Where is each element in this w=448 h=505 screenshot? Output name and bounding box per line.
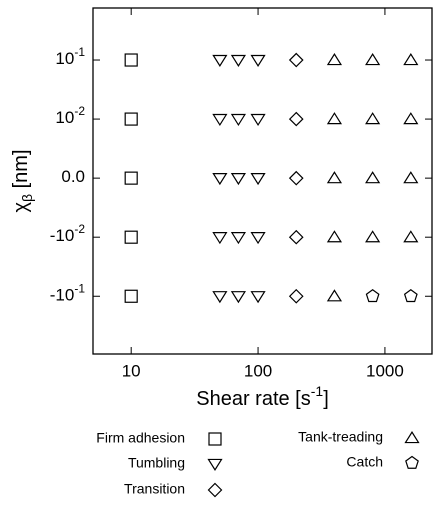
legend-label: Transition: [124, 481, 185, 497]
marker-triangle-up: [403, 171, 419, 184]
marker-triangle-up: [326, 112, 343, 125]
marker-triangle-down: [250, 172, 266, 186]
y-axis-title: χβ [nm]: [10, 149, 34, 212]
marker-triangle-down: [230, 172, 246, 186]
marker-square: [124, 53, 138, 67]
marker-square: [124, 171, 138, 185]
legend-label: Firm adhesion: [96, 430, 185, 446]
x-axis-title-text: Shear rate [s: [196, 388, 311, 410]
y-tick-label-base: -10: [50, 286, 75, 305]
marker-triangle-down: [212, 291, 228, 304]
y-tick-label: 10-2: [55, 104, 85, 127]
marker-triangle-up: [403, 112, 419, 125]
x-axis-title-sup: -1: [311, 383, 324, 399]
marker-triangle-up: [326, 230, 343, 243]
marker-triangle-down: [230, 232, 246, 245]
marker-triangle-down: [250, 232, 266, 245]
marker-triangle-down: [230, 54, 246, 68]
marker-pentagon: [365, 289, 380, 303]
y-tick-label: 10-1: [55, 45, 85, 68]
y-tick-label: -10-2: [50, 222, 86, 245]
marker-triangle-up: [326, 289, 343, 302]
marker-pentagon: [403, 289, 418, 303]
marker-triangle-up: [404, 431, 420, 444]
plot-frame: [92, 7, 433, 355]
marker-triangle-down: [212, 232, 228, 245]
x-tick-label: 1000: [366, 361, 404, 380]
marker-triangle-down: [250, 113, 266, 127]
y-tick-label-exponent: -2: [74, 222, 85, 236]
marker-triangle-down: [230, 291, 246, 304]
marker-diamond: [288, 170, 304, 186]
marker-square: [208, 432, 222, 446]
marker-triangle-up: [403, 230, 419, 243]
y-tick-label-base: 10: [55, 109, 74, 128]
marker-triangle-up: [365, 112, 381, 125]
x-axis-title: Shear rate [s-1]: [196, 383, 329, 411]
marker-square: [124, 112, 138, 126]
y-tick-label-base: 10: [55, 50, 74, 69]
marker-diamond: [288, 288, 304, 304]
marker-square: [124, 230, 138, 244]
y-tick-label: 0.0: [61, 168, 85, 187]
y-tick-label-base: 0.0: [61, 168, 85, 187]
legend-label: Tank-treading: [298, 429, 383, 445]
x-axis-title-rest: ]: [323, 388, 329, 410]
marker-pentagon: [405, 455, 419, 469]
marker-diamond: [288, 52, 304, 68]
marker-triangle-down: [212, 172, 228, 186]
marker-triangle-up: [326, 53, 343, 66]
y-tick-label: -10-1: [50, 281, 86, 304]
legend-label: Catch: [346, 454, 383, 470]
x-tick-label: 100: [244, 361, 272, 380]
marker-diamond: [207, 482, 223, 498]
x-tick-label: 10: [122, 361, 141, 380]
y-tick-label-base: -10: [50, 227, 75, 246]
y-axis-title-sub: β: [19, 194, 35, 202]
marker-triangle-down: [207, 458, 223, 471]
marker-triangle-down: [250, 291, 266, 304]
marker-triangle-down: [230, 113, 246, 127]
marker-triangle-up: [326, 171, 343, 184]
y-tick-label-exponent: -2: [74, 104, 85, 118]
marker-square: [124, 289, 138, 303]
y-axis-title-text: χ: [10, 202, 32, 213]
y-tick-label-exponent: -1: [74, 281, 85, 295]
y-axis-title-rest: [nm]: [10, 149, 32, 193]
marker-triangle-up: [365, 230, 381, 243]
y-tick-label-exponent: -1: [74, 45, 85, 59]
marker-diamond: [288, 111, 304, 127]
marker-diamond: [288, 229, 304, 245]
marker-triangle-up: [365, 53, 381, 66]
marker-triangle-down: [250, 54, 266, 68]
marker-triangle-down: [212, 54, 228, 68]
marker-triangle-down: [212, 113, 228, 127]
legend-label: Tumbling: [128, 455, 185, 471]
marker-triangle-up: [403, 53, 419, 66]
marker-triangle-up: [365, 171, 381, 184]
